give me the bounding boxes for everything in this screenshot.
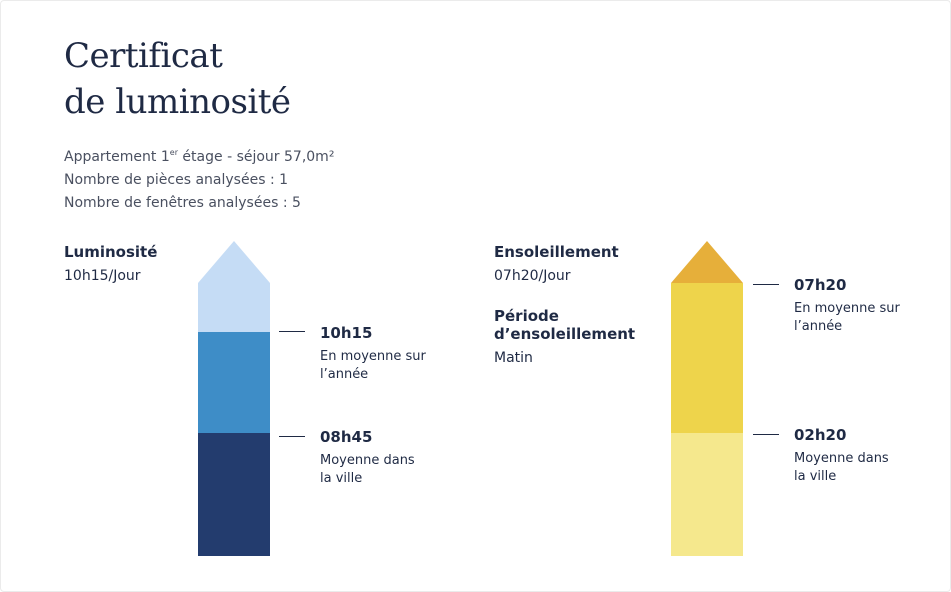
luminosite-gauge-top (198, 283, 270, 332)
luminosite-year-caption: En moyenne sur l’année (320, 349, 426, 382)
period-value: Matin (494, 350, 533, 366)
luminosite-gauge-year-average (198, 332, 270, 433)
page-title: Certificat de luminosité (64, 33, 291, 125)
ensoleillement-city-caption: Moyenne dans la ville (794, 451, 889, 484)
ensoleillement-gauge-tip (671, 241, 743, 283)
luminosite-city-value: 08h45 (320, 428, 373, 446)
title-line-1: Certificat (64, 36, 223, 76)
luminosite-year-value: 10h15 (320, 324, 373, 342)
ensoleillement-gauge-year-average (671, 283, 743, 433)
luminosite-tick-city (279, 436, 305, 437)
windows-analyzed: Nombre de fenêtres analysées : 5 (64, 195, 301, 211)
ensoleillement-value: 07h20/Jour (494, 268, 571, 284)
luminosite-value: 10h15/Jour (64, 268, 141, 284)
luminosite-label: Luminosité (64, 243, 158, 261)
luminosite-gauge-tip (198, 241, 270, 283)
period-label: Période d’ensoleillement (494, 307, 636, 343)
ensoleillement-label: Ensoleillement (494, 243, 619, 261)
luminosite-tick-year (279, 331, 305, 332)
ensoleillement-gauge-city-average (671, 433, 743, 556)
luminosite-city-caption: Moyenne dans la ville (320, 453, 415, 486)
apartment-info: Appartement 1er étage - séjour 57,0m² No… (64, 146, 334, 215)
rooms-analyzed: Nombre de pièces analysées : 1 (64, 172, 289, 188)
apartment-description: Appartement 1er étage - séjour 57,0m² (64, 148, 335, 166)
ensoleillement-year-caption: En moyenne sur l’année (794, 301, 900, 334)
title-line-2: de luminosité (64, 82, 291, 122)
ensoleillement-tick-year (753, 284, 779, 285)
ensoleillement-year-value: 07h20 (794, 276, 847, 294)
luminosite-gauge-city-average (198, 433, 270, 556)
ensoleillement-tick-city (753, 434, 779, 435)
ensoleillement-city-value: 02h20 (794, 426, 847, 444)
floor-superscript: er (169, 148, 178, 157)
